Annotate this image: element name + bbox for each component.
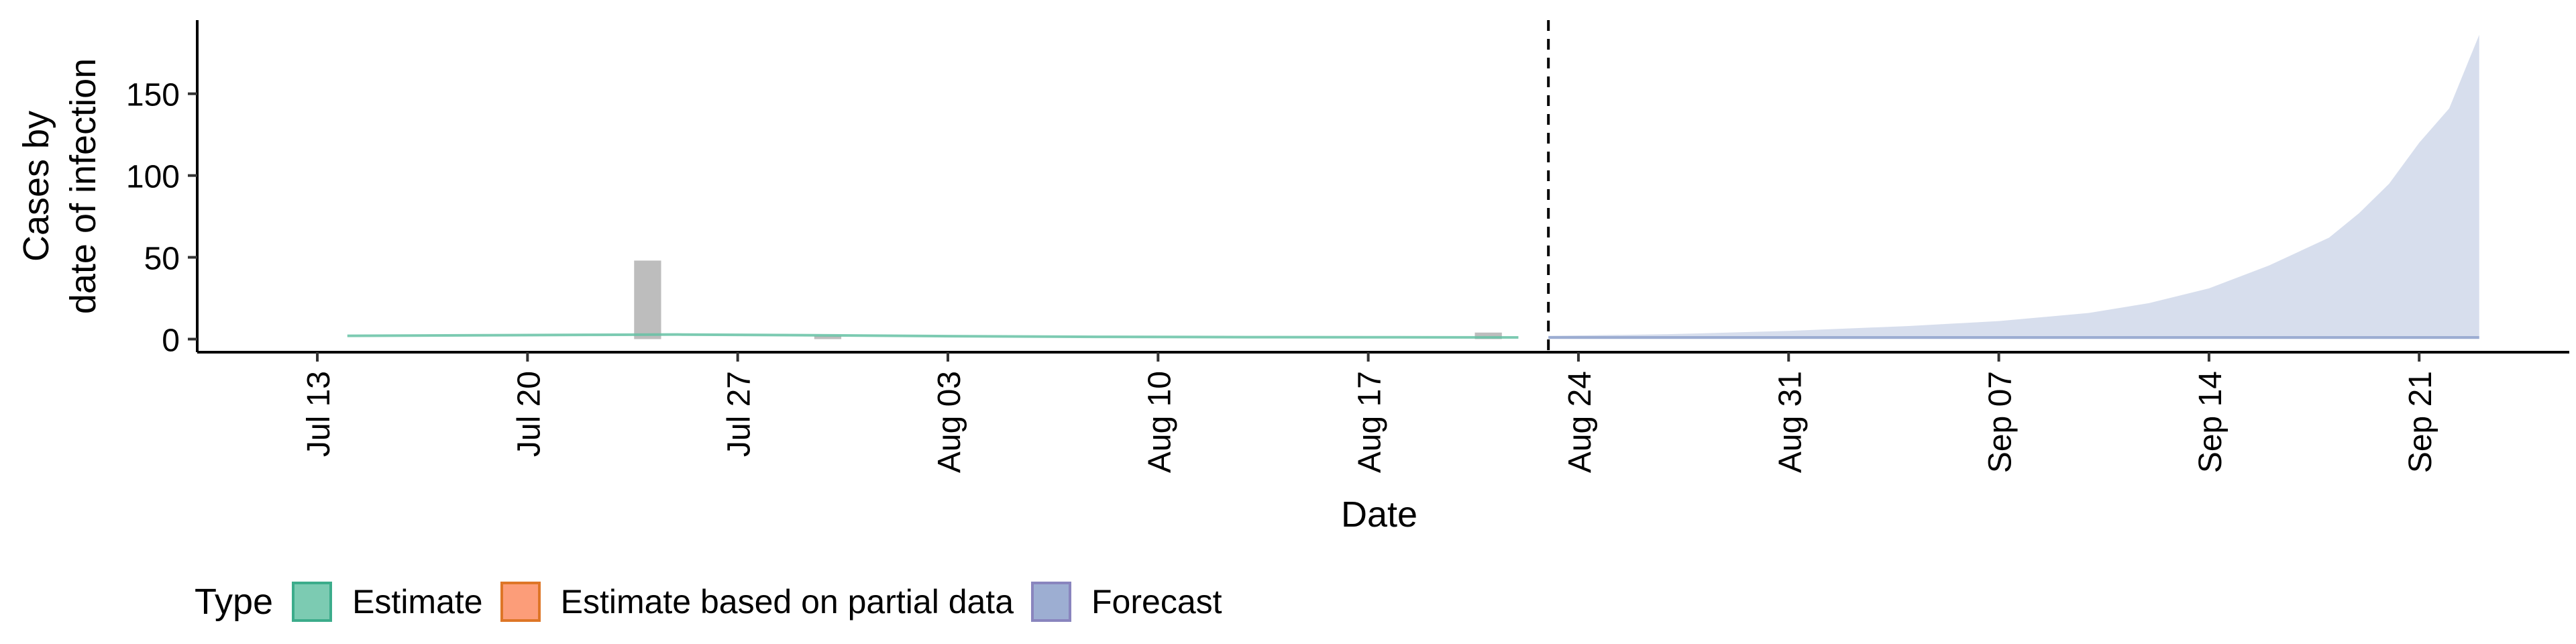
reported-case-bar-2 xyxy=(1474,332,1502,339)
legend-label-forecast: Forecast xyxy=(1091,583,1222,621)
legend-item-estimate: Estimate xyxy=(292,582,483,622)
legend-item-forecast: Forecast xyxy=(1031,582,1222,622)
y-tick-label-0: 0 xyxy=(162,323,180,358)
legend-label-partial: Estimate based on partial data xyxy=(560,583,1014,621)
x-tick-label-Aug 10: Aug 10 xyxy=(1142,371,1177,473)
x-tick-label-Aug 24: Aug 24 xyxy=(1562,371,1598,473)
x-tick-label-Jul 13: Jul 13 xyxy=(301,371,337,457)
y-axis-title-line-1: date of infection xyxy=(63,58,103,314)
legend-key-partial xyxy=(500,582,541,622)
y-tick-label-150: 150 xyxy=(126,78,180,113)
legend-item-partial: Estimate based on partial data xyxy=(500,582,1014,622)
y-tick-label-50: 50 xyxy=(144,241,180,277)
x-axis-title: Date xyxy=(1341,494,1417,535)
x-tick-label-Jul 27: Jul 27 xyxy=(722,371,757,457)
legend-label-estimate: Estimate xyxy=(352,583,483,621)
x-tick-label-Sep 07: Sep 07 xyxy=(1983,371,2019,473)
x-tick-label-Sep 14: Sep 14 xyxy=(2193,371,2229,473)
reported-case-bar-1 xyxy=(814,335,842,339)
x-tick-label-Aug 03: Aug 03 xyxy=(932,371,967,473)
legend: Type Estimate Estimate based on partial … xyxy=(195,578,1240,625)
legend-key-estimate xyxy=(292,582,333,622)
x-tick-label-Aug 17: Aug 17 xyxy=(1352,371,1388,473)
reported-case-bar-0 xyxy=(634,260,661,339)
x-tick-label-Sep 21: Sep 21 xyxy=(2403,371,2438,473)
legend-title: Type xyxy=(195,582,274,622)
median-line-estimate xyxy=(347,333,1519,339)
x-tick-label-Aug 31: Aug 31 xyxy=(1772,371,1808,473)
band-forecast xyxy=(1548,34,2479,339)
plot-area: 0 50 100 150 Jul 13 Jul 20 Jul 27 Aug 03 Aug 10 A… xyxy=(16,20,2569,535)
y-axis-title-line-0: Cases by xyxy=(16,111,56,262)
y-tick-label-100: 100 xyxy=(126,160,180,195)
x-tick-label-Jul 20: Jul 20 xyxy=(511,371,547,457)
legend-key-forecast xyxy=(1031,582,1072,622)
